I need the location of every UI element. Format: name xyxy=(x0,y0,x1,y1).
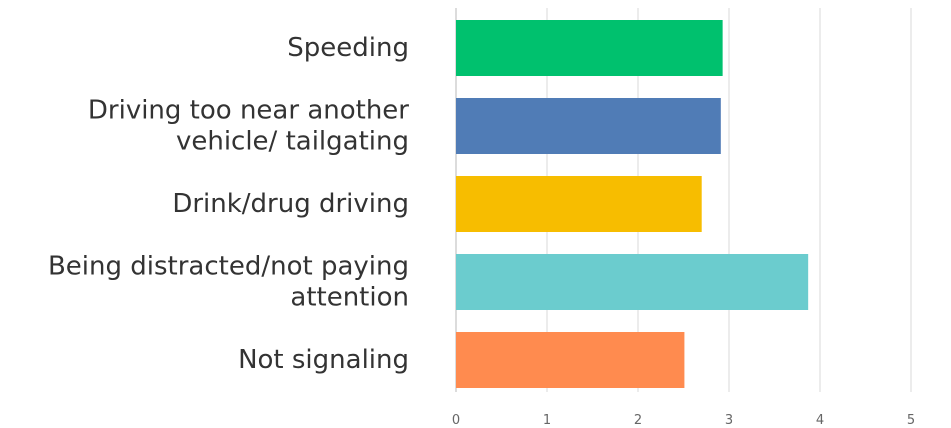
x-tick-label: 0 xyxy=(452,413,460,428)
x-tick-label: 4 xyxy=(816,413,824,428)
x-tick-label: 1 xyxy=(543,413,551,428)
bar xyxy=(456,176,702,232)
category-label: Being distracted/not paying attention xyxy=(48,252,409,313)
bar xyxy=(456,332,685,388)
x-tick-label: 5 xyxy=(907,413,915,428)
category-labels: Speeding Driving too near another vehicle/… xyxy=(48,33,409,375)
x-axis-ticks: 0 1 2 3 4 5 xyxy=(452,413,915,428)
category-label: Not signaling xyxy=(238,345,409,375)
category-label: Driving too near another vehicle/ tailgat… xyxy=(88,96,409,157)
category-label: Drink/drug driving xyxy=(172,189,409,219)
x-tick-label: 3 xyxy=(725,413,733,428)
bar xyxy=(456,98,721,154)
bars xyxy=(456,20,809,388)
x-tick-label: 2 xyxy=(634,413,642,428)
bar xyxy=(456,254,809,310)
bar xyxy=(456,20,723,76)
category-label: Speeding xyxy=(287,33,409,63)
